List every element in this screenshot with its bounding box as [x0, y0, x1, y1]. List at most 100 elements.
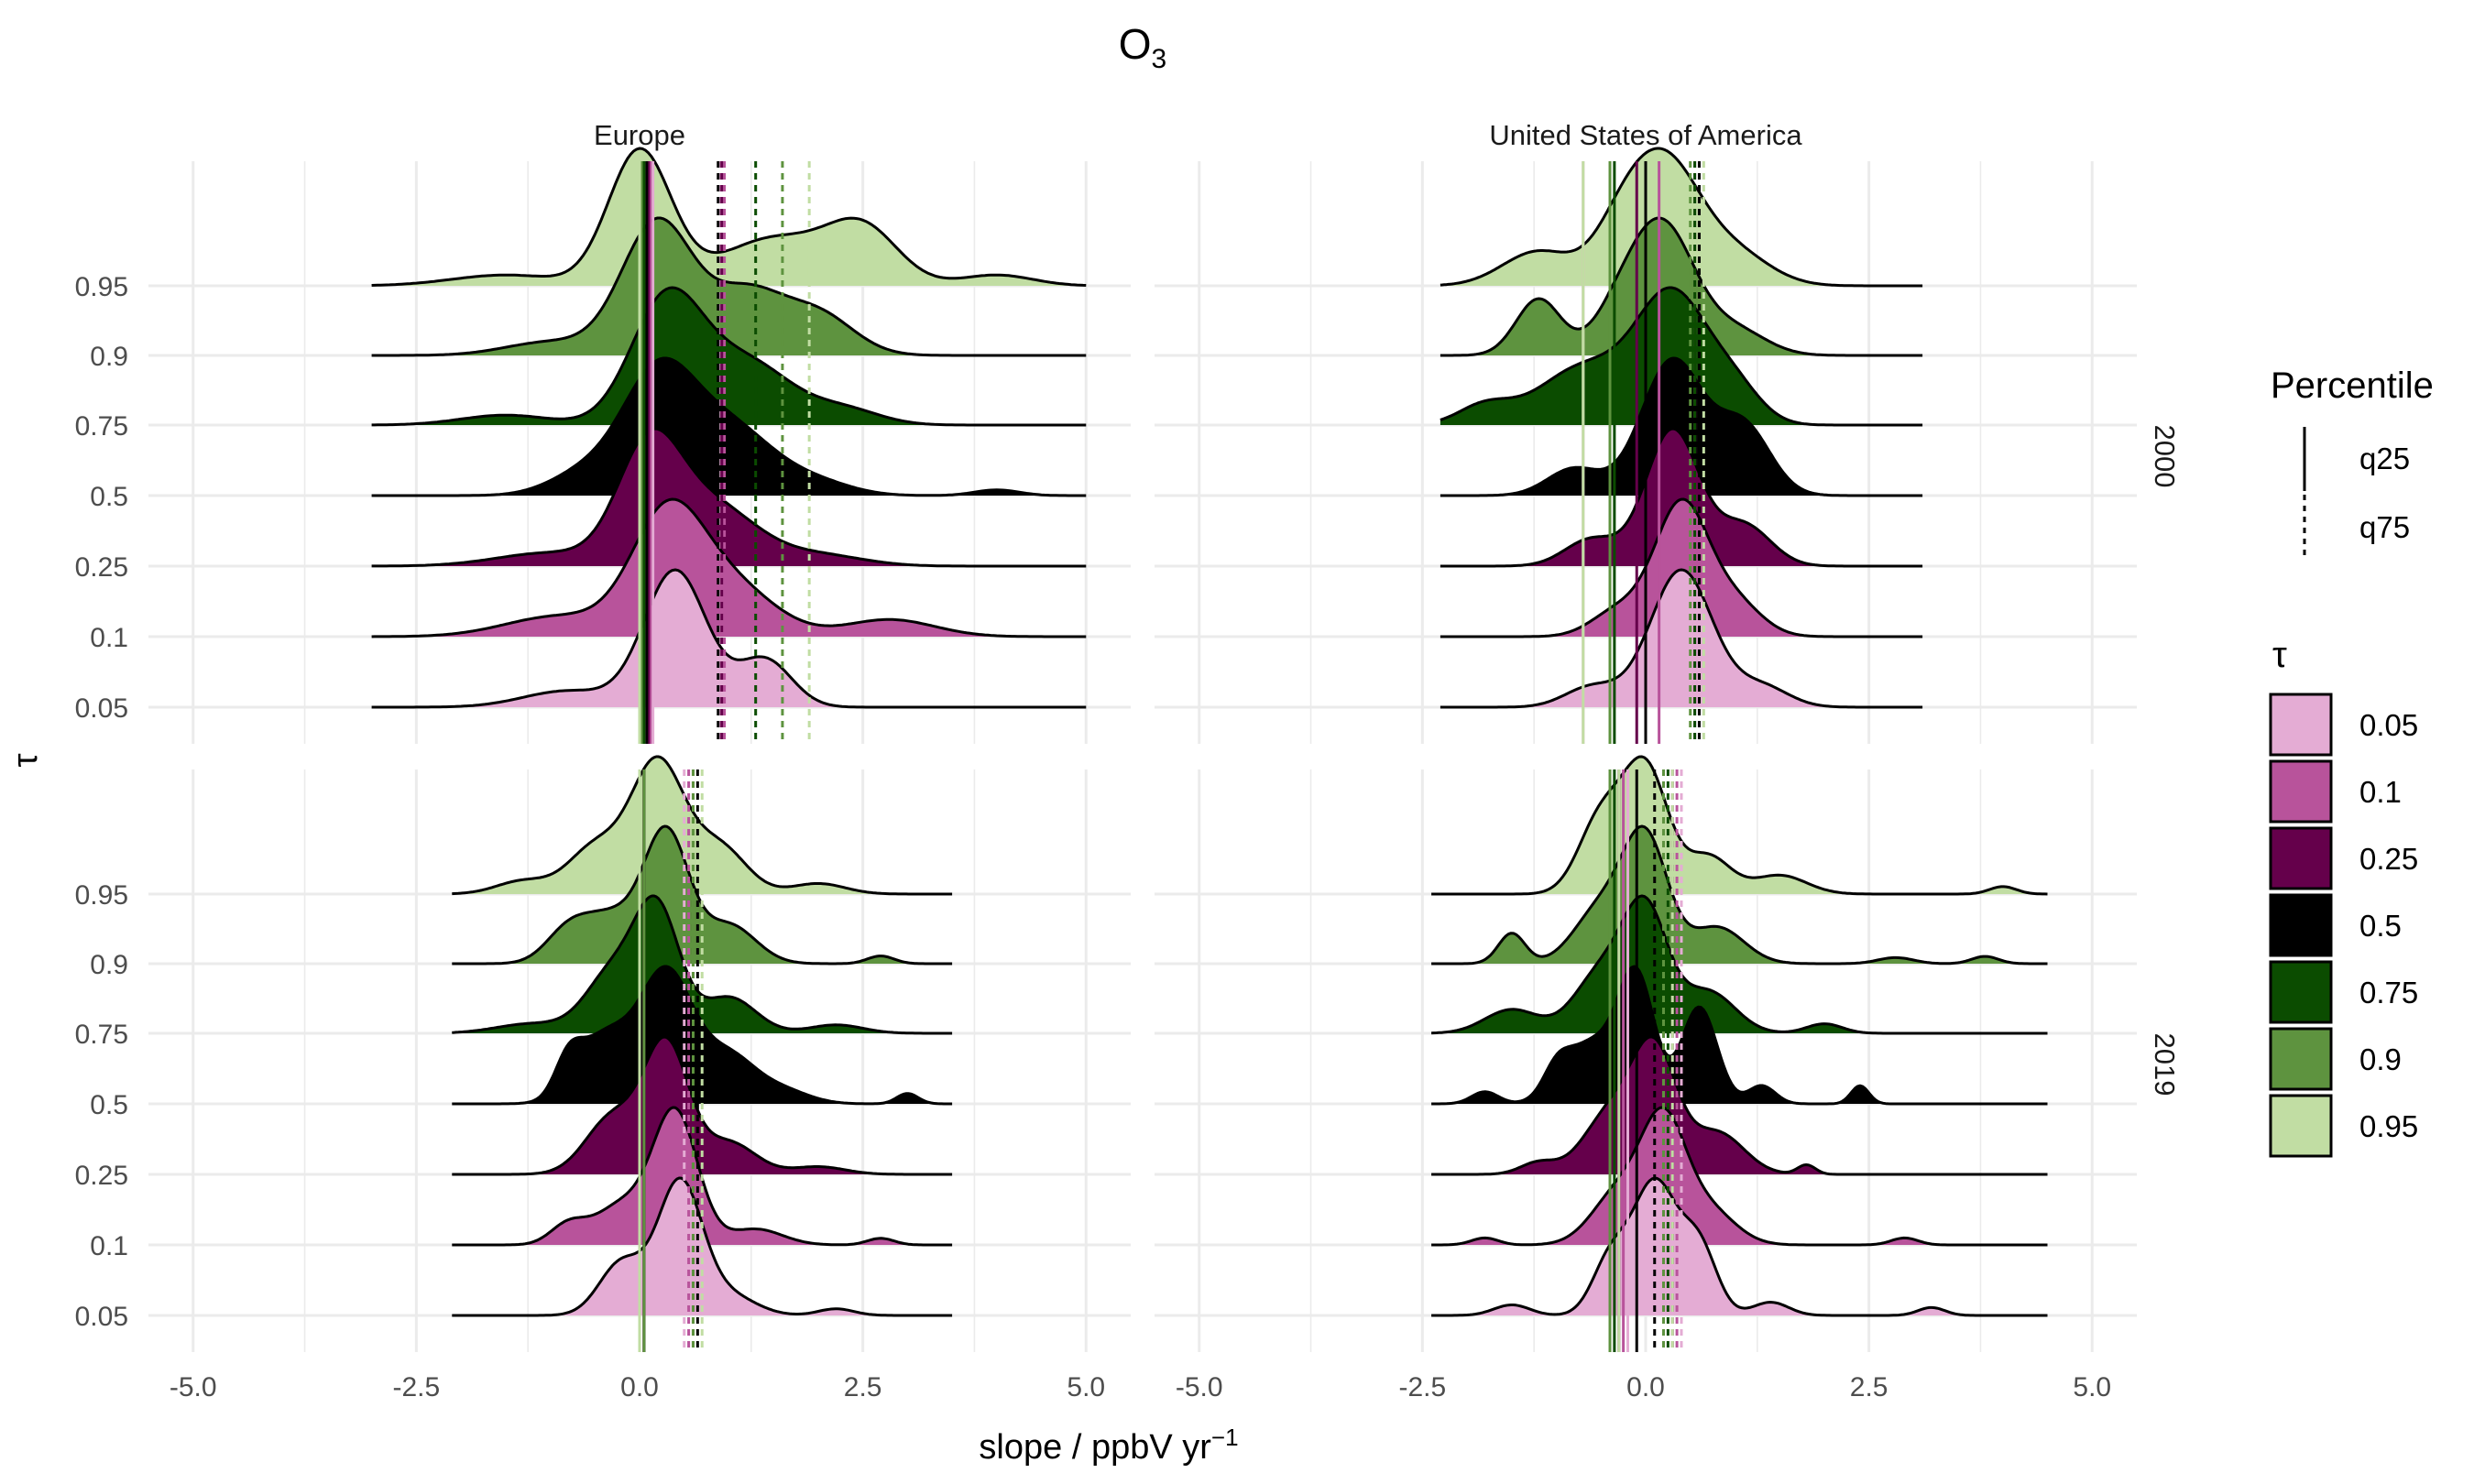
y-tick-label-0-6: 0.95 — [75, 272, 128, 302]
x-tick-label-1-2: 0.0 — [1626, 1372, 1665, 1402]
legend-q75-label: q75 — [2359, 510, 2410, 544]
ridge-outline-europe-2000-tau-0.95 — [371, 147, 1087, 287]
legend-q25-label: q25 — [2359, 442, 2410, 475]
ridge-usa-2019-tau-0.5 — [1431, 966, 2048, 1104]
legend-tau-key-0.1 — [2269, 759, 2333, 824]
strip-label-2000: 2000 — [2149, 425, 2181, 488]
chart-title-main: O — [1119, 20, 1152, 68]
legend-tau-label-0.95: 0.95 — [2359, 1109, 2418, 1143]
ridge-outline-usa-2019-tau-0.05 — [1431, 1176, 2048, 1317]
legend-tau-key-0.05 — [2269, 693, 2333, 757]
ridge-usa-2000-tau-0.5 — [1440, 358, 1923, 496]
ridge-europe-2019-tau-0.9 — [452, 826, 953, 964]
y-tick-label-0-2: 0.25 — [75, 552, 128, 583]
y-tick-label-0-1: 0.1 — [90, 623, 128, 653]
ridge-europe-2000-tau-0.05 — [371, 570, 1087, 707]
x-tick-label-0-2: 0.0 — [620, 1372, 659, 1402]
ridge-outline-usa-2019-tau-0.95 — [1431, 755, 2048, 896]
y-tick-label-0-4: 0.75 — [75, 411, 128, 442]
legend-tau-label-0.75: 0.75 — [2359, 976, 2418, 1009]
ridge-usa-2019-tau-0.25 — [1431, 1037, 2048, 1174]
ridge-outline-usa-2019-tau-0.1 — [1431, 1106, 2048, 1247]
y-tick-label-1-3: 0.5 — [90, 1090, 128, 1120]
y-axis-title: τ — [6, 753, 45, 767]
ridge-usa-2000-tau-0.25 — [1440, 429, 1923, 566]
ridge-usa-2000-tau-0.1 — [1440, 499, 1923, 637]
strip-label-europe: Europe — [594, 119, 685, 151]
y-tick-label-1-1: 0.1 — [90, 1231, 128, 1261]
legend-tau: τ 0.05 0.1 0.25 0.5 0.75 0.9 0.95 — [2269, 635, 2418, 1158]
x-tick-label-0-4: 5.0 — [1067, 1372, 1105, 1402]
ridge-usa-2000-tau-0.05 — [1440, 570, 1923, 707]
ridge-europe-2000-tau-0.95 — [371, 148, 1087, 286]
legend-tau-key-0.9 — [2269, 1027, 2333, 1091]
chart-title-subscript: 3 — [1152, 44, 1167, 74]
facet-panels: -5.0 -2.5 0.0 2.5 5.0 -5.0 -2.5 0.0 2.5 5.0 0.05 0.… — [75, 147, 2137, 1402]
ridge-outline-usa-2019-tau-0.75 — [1431, 894, 2048, 1035]
ridge-outline-europe-2000-tau-0.25 — [371, 427, 1087, 568]
ridge-outline-usa-2000-tau-0.1 — [1440, 497, 1923, 638]
ridge-europe-2000-tau-0.25 — [371, 429, 1087, 566]
ridge-outline-europe-2000-tau-0.5 — [371, 356, 1087, 497]
ridge-usa-2019-tau-0.9 — [1431, 826, 2048, 964]
ridge-europe-2019-tau-0.75 — [452, 896, 953, 1033]
x-tick-label-0-1: -2.5 — [393, 1372, 441, 1402]
y-tick-label-0-5: 0.9 — [90, 342, 128, 372]
ridge-europe-2019-tau-0.1 — [452, 1108, 953, 1245]
x-axis-title: slope / ppbV yr−1 — [979, 1424, 1238, 1467]
y-tick-label-0-0: 0.05 — [75, 693, 128, 724]
ridge-outline-usa-2000-tau-0.05 — [1440, 568, 1923, 709]
y-tick-label-1-5: 0.9 — [90, 950, 128, 980]
strip-label-usa: United States of America — [1489, 119, 1802, 151]
ridge-usa-2019-tau-0.05 — [1431, 1178, 2048, 1315]
legend-tau-key-0.95 — [2269, 1094, 2333, 1158]
chart-title: O3 — [1119, 20, 1166, 74]
ridge-europe-2000-tau-0.9 — [371, 218, 1087, 355]
ridge-outline-europe-2000-tau-0.75 — [371, 286, 1087, 427]
x-tick-label-0-3: 2.5 — [844, 1372, 882, 1402]
ridge-outline-usa-2000-tau-0.25 — [1440, 427, 1923, 568]
y-tick-label-1-4: 0.75 — [75, 1020, 128, 1050]
legend-tau-label-0.1: 0.1 — [2359, 775, 2402, 809]
ridge-usa-2019-tau-0.1 — [1431, 1108, 2048, 1245]
x-tick-label-1-1: -2.5 — [1399, 1372, 1447, 1402]
ridge-outline-europe-2000-tau-0.9 — [371, 216, 1087, 357]
y-tick-label-1-6: 0.95 — [75, 880, 128, 911]
legend-tau-key-0.75 — [2269, 960, 2333, 1024]
ridge-europe-2019-tau-0.25 — [452, 1037, 953, 1174]
ridge-outline-usa-2000-tau-0.9 — [1440, 216, 1923, 357]
ridge-usa-2019-tau-0.75 — [1431, 896, 2048, 1033]
legend-tau-label-0.05: 0.05 — [2359, 708, 2418, 742]
x-tick-label-1-0: -5.0 — [1176, 1372, 1223, 1402]
y-tick-label-1-2: 0.25 — [75, 1161, 128, 1191]
legend-tau-key-0.25 — [2269, 826, 2333, 890]
ridge-outline-usa-2019-tau-0.25 — [1431, 1035, 2048, 1176]
ridge-outline-europe-2000-tau-0.05 — [371, 568, 1087, 709]
ridge-outline-usa-2000-tau-0.95 — [1440, 147, 1923, 288]
ridge-outline-usa-2019-tau-0.5 — [1431, 965, 2048, 1106]
legend-tau-label-0.5: 0.5 — [2359, 909, 2402, 943]
ridge-usa-2019-tau-0.95 — [1431, 757, 2048, 894]
x-axis-title-superscript: −1 — [1211, 1424, 1239, 1451]
ridge-usa-2000-tau-0.9 — [1440, 218, 1923, 355]
x-tick-label-1-4: 5.0 — [2073, 1372, 2111, 1402]
legend-tau-title: τ — [2272, 635, 2287, 675]
ridge-europe-2000-tau-0.5 — [371, 358, 1087, 496]
y-tick-label-0-3: 0.5 — [90, 482, 128, 512]
legend-percentile: Percentile q25 q75 — [2271, 366, 2434, 559]
ridge-outline-europe-2000-tau-0.1 — [371, 497, 1087, 638]
ridge-outline-europe-2019-tau-0.95 — [452, 755, 953, 896]
strip-label-2019: 2019 — [2149, 1033, 2181, 1097]
legend-tau-label-0.25: 0.25 — [2359, 842, 2418, 876]
ridge-usa-2000-tau-0.75 — [1440, 288, 1923, 425]
ridge-outline-europe-2019-tau-0.75 — [452, 894, 953, 1035]
x-axis-title-main: slope / ppbV yr — [979, 1428, 1211, 1467]
y-tick-label-1-0: 0.05 — [75, 1302, 128, 1332]
legend-percentile-title: Percentile — [2271, 366, 2434, 406]
ridge-europe-2000-tau-0.1 — [371, 499, 1087, 637]
ridge-usa-2000-tau-0.95 — [1440, 148, 1923, 286]
x-tick-label-0-0: -5.0 — [170, 1372, 217, 1402]
legend-tau-label-0.9: 0.9 — [2359, 1042, 2402, 1076]
ridge-europe-2000-tau-0.75 — [371, 288, 1087, 425]
